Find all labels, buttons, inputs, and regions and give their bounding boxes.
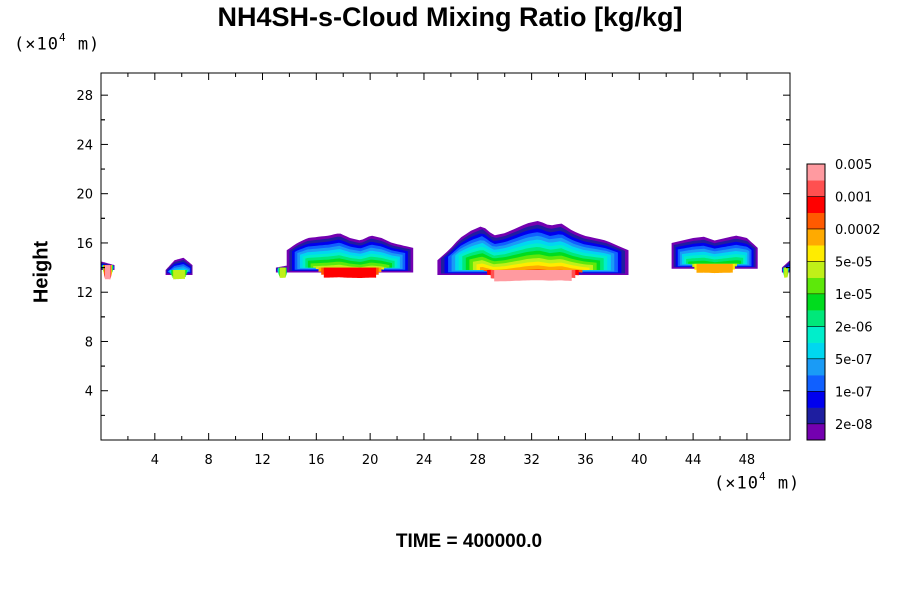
x-tick-label: 4 (151, 453, 159, 468)
plot-area (101, 221, 790, 282)
x-tick-label: 44 (685, 453, 702, 468)
colorbar-swatch (807, 277, 825, 295)
colorbar-label: 0.001 (835, 190, 872, 205)
colorbar-swatch (807, 212, 825, 230)
x-tick-label: 24 (416, 453, 433, 468)
y-tick-label: 4 (85, 385, 93, 400)
y-axis: 4 8 12 16 20 24 28 (76, 89, 790, 416)
x-axis: 4 8 12 16 20 24 28 32 36 40 44 48 (127, 73, 756, 468)
cloud-contour-band (105, 265, 111, 280)
x-tick-label: 40 (631, 453, 648, 468)
colorbar: 2e-08 1e-07 5e-07 2e-06 1e-05 5e-05 0.0002 0.00… (806, 158, 881, 441)
cloud-contour-band (173, 270, 185, 280)
colorbar-label: 2e-08 (835, 418, 873, 433)
cloud-contour-band (696, 263, 733, 274)
x-tick-label: 16 (308, 453, 325, 468)
colorbar-swatch (807, 293, 825, 311)
x-tick-label: 28 (470, 453, 487, 468)
time-label: TIME = 400000.0 (395, 531, 543, 552)
colorbar-label: 5e-05 (835, 255, 873, 270)
x-tick-label: 8 (205, 453, 213, 468)
y-axis-unit: (×104 m) (14, 31, 101, 55)
colorbar-swatch (807, 245, 825, 262)
colorbar-swatch (807, 196, 825, 214)
cloud-contour-band (688, 260, 742, 264)
colorbar-swatch (807, 423, 825, 441)
cloud-contour-band (323, 267, 377, 278)
x-tick-label: 32 (523, 453, 540, 468)
colorbar-swatch (807, 391, 825, 408)
colorbar-label: 1e-05 (835, 288, 873, 303)
chart-title: NH4SH-s-Cloud Mixing Ratio [kg/kg] (217, 2, 683, 32)
y-tick-label: 12 (76, 286, 93, 301)
cloud-contour-band (279, 267, 286, 278)
colorbar-swatch (807, 261, 825, 278)
y-tick-label: 16 (76, 237, 93, 252)
y-tick-label: 8 (85, 335, 93, 350)
x-tick-label: 12 (254, 453, 271, 468)
x-tick-label: 20 (362, 453, 379, 468)
colorbar-swatch (807, 228, 825, 246)
colorbar-label: 0.0002 (835, 223, 881, 238)
cloud-contour-band (784, 267, 788, 278)
colorbar-label: 1e-07 (835, 385, 873, 400)
y-tick-label: 28 (76, 89, 93, 104)
colorbar-swatch (807, 407, 825, 425)
colorbar-swatch (807, 326, 825, 343)
x-axis-unit: (×104 m) (714, 470, 801, 494)
plot-frame (100, 72, 791, 441)
colorbar-label: 5e-07 (835, 353, 873, 368)
colorbar-swatch (807, 342, 825, 360)
cloud-contour-band (169, 268, 189, 273)
colorbar-swatch (807, 180, 825, 197)
colorbar-swatch (807, 164, 825, 181)
colorbar-swatch (807, 375, 825, 392)
x-tick-label: 48 (739, 453, 756, 468)
x-tick-label: 36 (577, 453, 594, 468)
cloud-contour-band (480, 265, 586, 271)
colorbar-swatch (807, 310, 825, 327)
y-tick-label: 24 (76, 138, 93, 153)
y-tick-label: 20 (76, 188, 93, 203)
colorbar-label: 0.005 (835, 158, 872, 173)
cloud-contour-band (494, 270, 572, 282)
cloud-contour-band (313, 264, 387, 268)
colorbar-label: 2e-06 (835, 320, 873, 335)
colorbar-swatch (807, 358, 825, 376)
